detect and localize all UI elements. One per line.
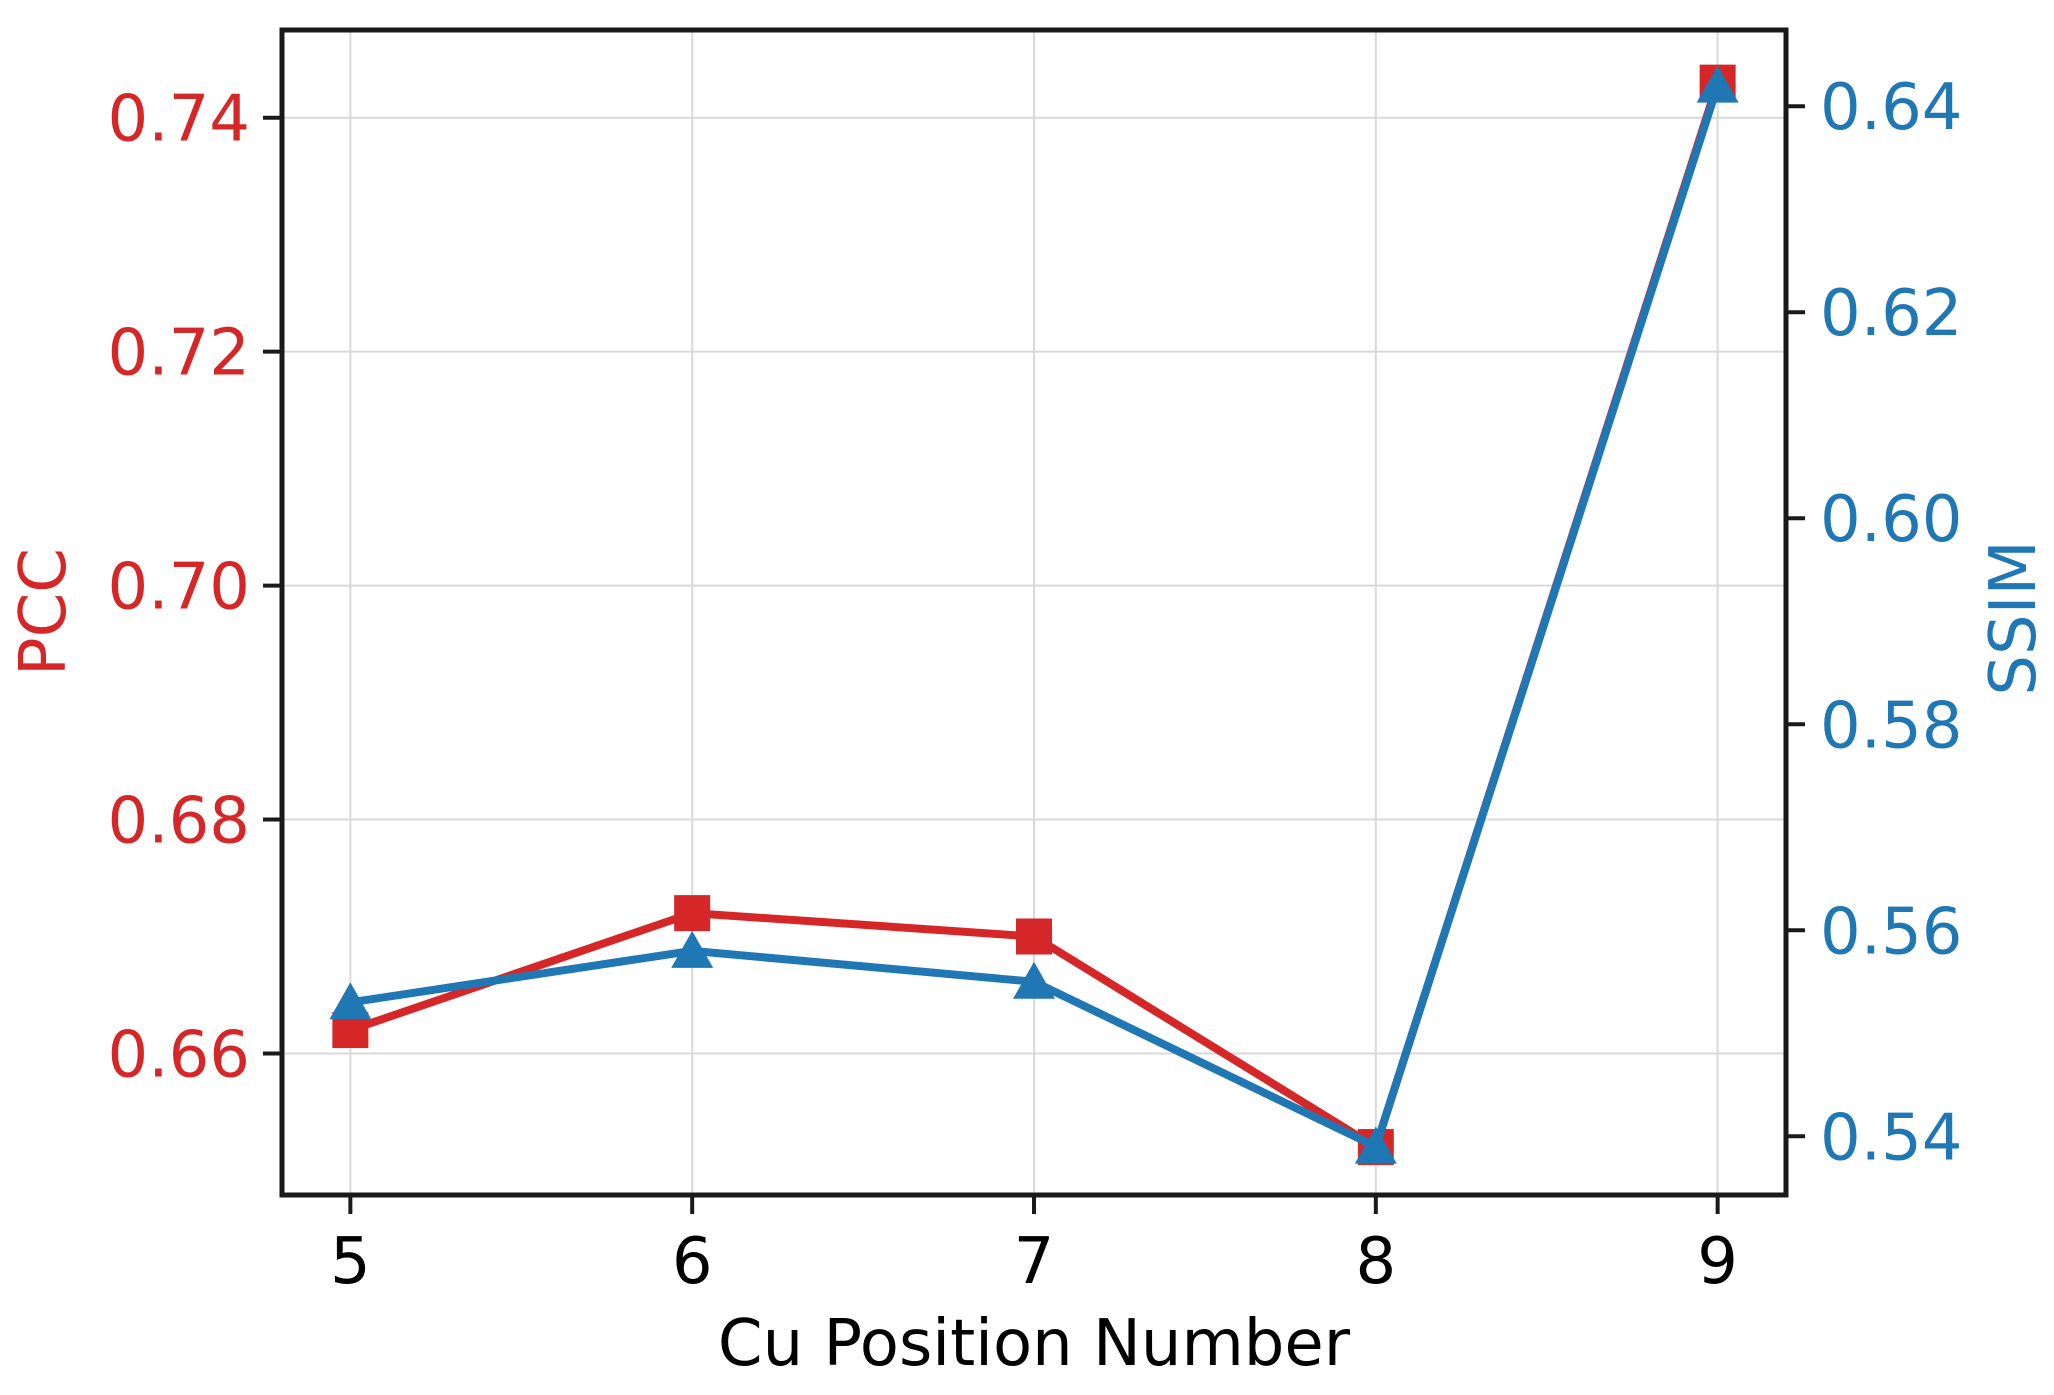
right-y-tick-label: 0.54 — [1820, 1101, 1963, 1175]
x-axis-title: Cu Position Number — [717, 1307, 1351, 1381]
left-y-tick-label: 0.72 — [108, 317, 251, 391]
left-y-tick-label: 0.70 — [108, 551, 251, 625]
right-y-tick-label: 0.56 — [1820, 895, 1963, 969]
right-y-axis-title: SSIM — [1977, 540, 2051, 696]
right-y-tick-label: 0.64 — [1820, 71, 1963, 145]
right-y-tick-label: 0.60 — [1820, 483, 1963, 557]
left-y-axis-title: PCC — [7, 548, 81, 676]
x-tick-label: 6 — [672, 1225, 713, 1299]
pcc-square-marker — [674, 895, 711, 932]
x-tick-label: 8 — [1355, 1225, 1396, 1299]
left-y-tick-label: 0.68 — [108, 785, 251, 859]
right-y-tick-label: 0.58 — [1820, 689, 1963, 763]
right-y-tick-label: 0.62 — [1820, 277, 1963, 351]
ssim-triangle-marker — [1696, 65, 1739, 103]
ssim-triangle-marker — [1013, 961, 1055, 999]
ssim-triangle-marker — [671, 930, 714, 968]
pcc-square-marker — [1016, 918, 1052, 955]
ssim-triangle-marker — [329, 982, 372, 1020]
left-y-tick-label: 0.66 — [108, 1018, 251, 1092]
left-y-tick-label: 0.74 — [108, 83, 251, 157]
x-tick-label: 5 — [330, 1225, 371, 1299]
x-tick-label: 7 — [1014, 1225, 1055, 1299]
x-tick-label: 9 — [1697, 1225, 1738, 1299]
ssim-triangle-marker — [1354, 1126, 1397, 1164]
